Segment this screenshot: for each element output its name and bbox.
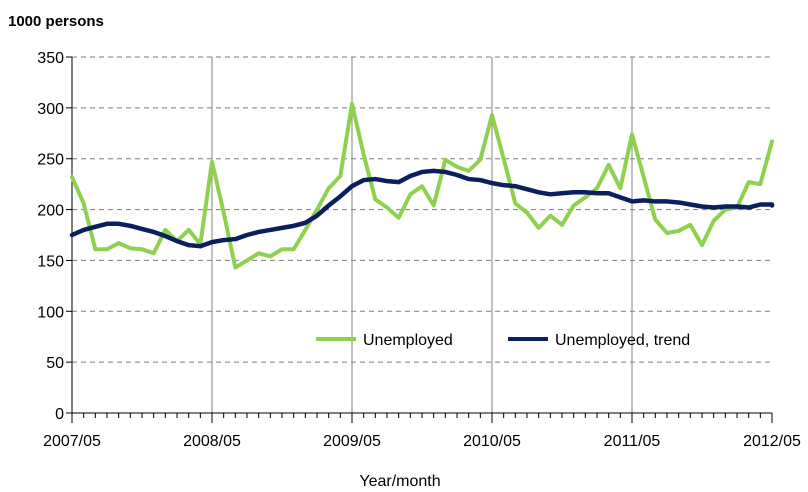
series-line-unemployed-trend [69,168,775,249]
y-tick-label-350: 350 [37,50,64,67]
x-axis-title: Year/month [359,473,440,490]
y-tick-label-150: 150 [37,253,64,270]
y-tick-label-250: 250 [37,152,64,169]
x-tick-labels: 2007/05 2008/05 2009/05 2010/05 2011/05 2012/… [43,433,801,450]
x-tick-label-2007-05: 2007/05 [43,433,101,450]
x-tick-label-2008-05: 2008/05 [183,433,241,450]
horizontal-gridlines [72,56,772,363]
y-tick-labels: 0 50 100 150 200 250 300 350 [37,50,64,423]
y-tick-label-0: 0 [55,406,64,423]
y-tick-label-200: 200 [37,203,64,220]
unit-label: 1000 persons [8,13,104,30]
x-tick-label-2012-05: 2012/05 [743,433,801,450]
legend-label-unemployed: Unemployed [363,332,453,349]
vertical-gridlines [211,57,633,413]
y-tick-label-50: 50 [46,355,64,372]
axes [66,56,773,423]
x-tick-label-2010-05: 2010/05 [463,433,521,450]
y-tick-label-300: 300 [37,101,64,118]
x-tick-label-2011-05: 2011/05 [604,433,661,450]
legend-label-unemployed-trend: Unemployed, trend [555,332,690,349]
x-tick-label-2009-05: 2009/05 [323,433,381,450]
legend: Unemployed Unemployed, trend [316,332,690,349]
y-tick-label-100: 100 [37,304,64,321]
series-line-unemployed [70,101,774,270]
series-lines [69,101,775,270]
